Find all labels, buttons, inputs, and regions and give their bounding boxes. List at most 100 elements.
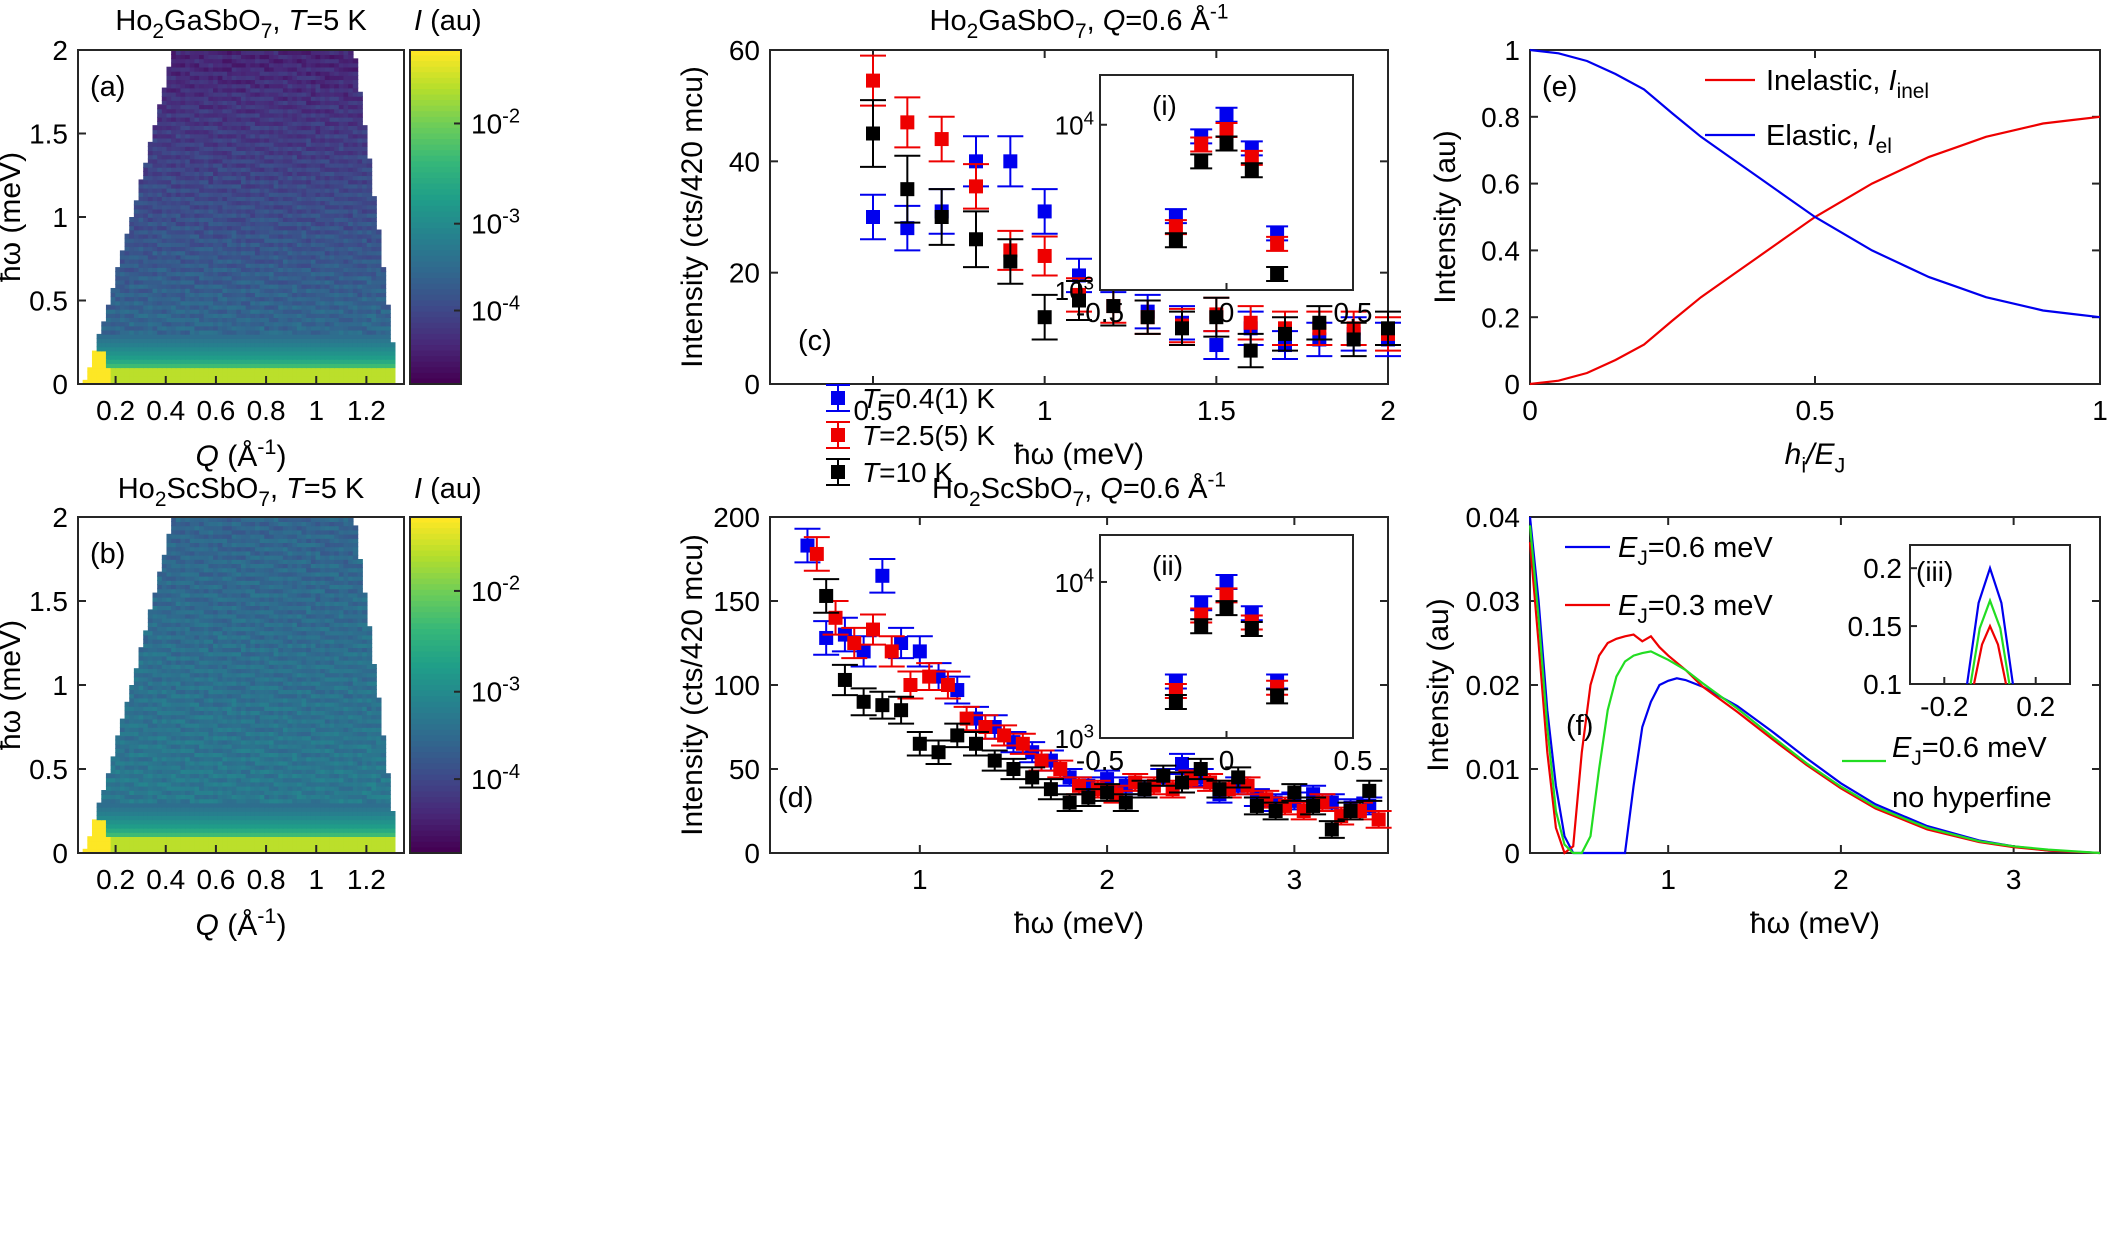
- heatmap-cell: [231, 840, 238, 846]
- heatmap-cell: [278, 346, 284, 352]
- heatmap-cell: [199, 183, 205, 189]
- heatmap-cell: [287, 171, 294, 177]
- heatmap-cell: [217, 116, 224, 122]
- heatmap-cell: [213, 112, 219, 118]
- heatmap-cell: [254, 158, 261, 164]
- heatmap-cell: [301, 350, 307, 356]
- heatmap-cell: [306, 350, 312, 356]
- heatmap-cell: [343, 217, 349, 222]
- heatmap-cell: [194, 342, 200, 348]
- heatmap-cell: [166, 204, 172, 210]
- heatmap-cell: [91, 832, 98, 837]
- heatmap-cell: [245, 233, 252, 239]
- heatmap-cell: [175, 844, 182, 850]
- heatmap-cell: [310, 100, 317, 106]
- heatmap-cell: [259, 141, 266, 147]
- heatmap-cell: [306, 237, 312, 243]
- heatmap-cell: [352, 338, 359, 344]
- heatmap-cell: [264, 811, 270, 816]
- heatmap-cell: [278, 313, 284, 318]
- heatmap-cell: [310, 379, 317, 385]
- heatmap-cell: [189, 91, 196, 97]
- heatmap-cell: [254, 175, 261, 181]
- heatmap-cell: [278, 217, 284, 222]
- heatmap-cell: [296, 363, 303, 369]
- heatmap-cell: [315, 844, 321, 850]
- heatmap-cell: [147, 246, 154, 252]
- heatmap-cell: [273, 79, 280, 85]
- heatmap-cell: [217, 300, 224, 306]
- heatmap-cell: [254, 208, 261, 214]
- heatmap-cell: [287, 200, 294, 206]
- heatmap-cell: [320, 325, 326, 331]
- heatmap-cell: [273, 262, 280, 268]
- heatmap-cell: [385, 823, 391, 829]
- heatmap-cell: [259, 62, 266, 68]
- heatmap-cell: [259, 191, 266, 197]
- heatmap-cell: [264, 250, 270, 256]
- heatmap-cell: [278, 183, 284, 189]
- heatmap-cell: [334, 171, 340, 177]
- heatmap-cell: [227, 75, 233, 81]
- heatmap-cell: [250, 329, 256, 335]
- heatmap-cell: [194, 146, 200, 151]
- heatmap-cell: [203, 246, 210, 252]
- heatmap-cell: [189, 50, 196, 55]
- heatmap-cell: [157, 317, 163, 323]
- heatmap-cell: [254, 271, 261, 277]
- heatmap-cell: [203, 171, 210, 177]
- heatmap-cell: [124, 325, 131, 331]
- heatmap-cell: [306, 79, 312, 85]
- heatmap-cell: [371, 258, 377, 264]
- heatmap-cell: [254, 375, 261, 381]
- heatmap-cell: [166, 70, 172, 76]
- heatmap-cell: [324, 250, 331, 256]
- heatmap-cell: [306, 166, 312, 172]
- heatmap-cell: [171, 313, 177, 318]
- heatmap-cell: [236, 62, 242, 68]
- heatmap-cell: [166, 346, 172, 352]
- heatmap-cell: [278, 300, 284, 306]
- heatmap-cell: [213, 275, 219, 281]
- heatmap-cell: [362, 187, 368, 193]
- heatmap-cell: [362, 296, 368, 302]
- heatmap-cell: [278, 287, 284, 293]
- heatmap-cell: [348, 254, 354, 260]
- heatmap-cell: [329, 204, 335, 210]
- heatmap-cell: [152, 375, 158, 381]
- heatmap-cell: [301, 237, 307, 243]
- heatmap-cell: [282, 342, 289, 348]
- heatmap-cell: [157, 827, 163, 833]
- heatmap-cell: [273, 840, 280, 846]
- heatmap-cell: [259, 175, 266, 181]
- heatmap-cell: [254, 342, 261, 348]
- heatmap-cell: [320, 221, 326, 227]
- heatmap-cell: [110, 836, 117, 842]
- heatmap-cell: [338, 342, 345, 348]
- heatmap-cell: [385, 363, 391, 369]
- heatmap-cell: [278, 271, 284, 277]
- heatmap-cell: [324, 242, 331, 248]
- heatmap-cell: [189, 279, 196, 285]
- heatmap-cell: [124, 279, 131, 285]
- heatmap-cell: [189, 233, 196, 239]
- heatmap-cell: [236, 75, 242, 81]
- heatmap-cell: [236, 187, 242, 193]
- heatmap-cell: [175, 325, 182, 331]
- heatmap-cell: [287, 329, 294, 335]
- heatmap-cell: [250, 129, 256, 135]
- heatmap-cell: [315, 133, 321, 139]
- heatmap-cell: [259, 304, 266, 310]
- heatmap-cell: [147, 375, 154, 381]
- heatmap-cell: [348, 200, 354, 206]
- heatmap-cell: [241, 242, 247, 248]
- heatmap-cell: [222, 325, 228, 331]
- heatmap-cell: [115, 379, 121, 385]
- heatmap-cell: [268, 70, 275, 76]
- heatmap-cell: [273, 171, 280, 177]
- heatmap-cell: [315, 141, 321, 147]
- heatmap-cell: [101, 321, 107, 327]
- heatmap-cell: [296, 827, 303, 833]
- heatmap-cell: [222, 50, 228, 55]
